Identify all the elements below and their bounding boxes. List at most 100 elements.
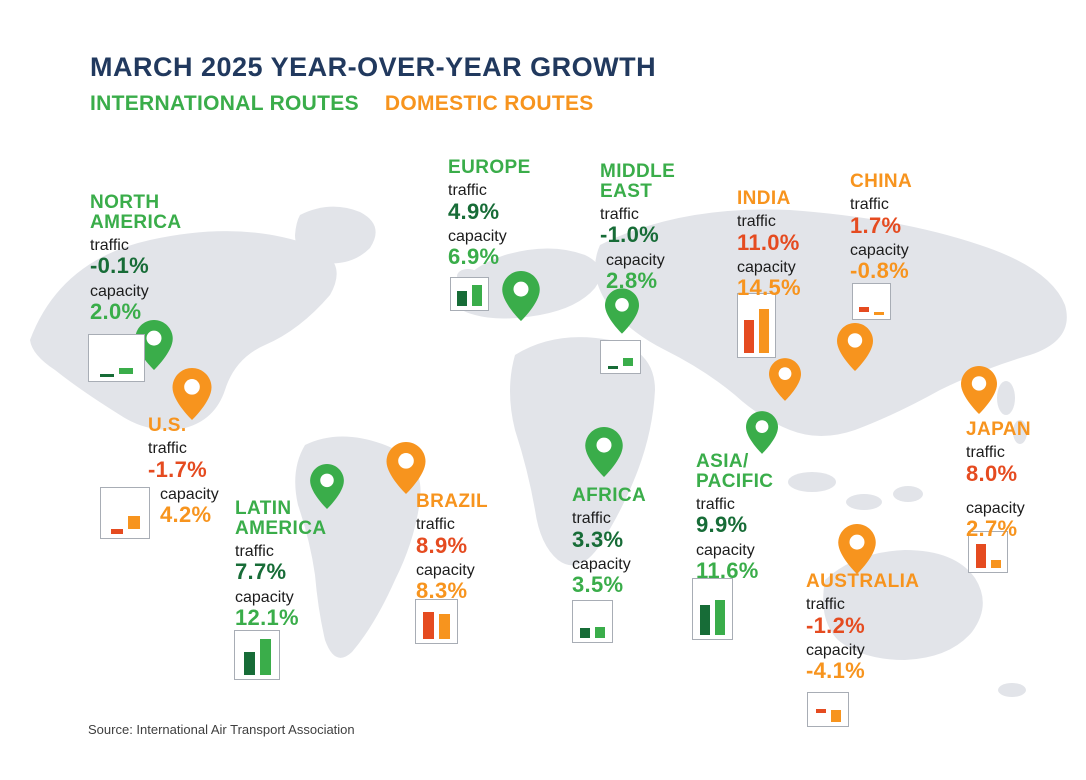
region-brazil: BRAZIL traffic 8.9% capacity 8.3% (416, 492, 556, 604)
region-title: LATIN AMERICA (235, 498, 327, 539)
capacity-bar (260, 639, 271, 675)
capacity-bar (128, 516, 140, 529)
traffic-label: traffic (966, 443, 1005, 461)
region-africa: AFRICA traffic 3.3% capacity 3.5% (572, 486, 712, 598)
traffic-label: traffic (148, 439, 187, 457)
traffic-label: traffic (572, 509, 611, 527)
capacity-value: 14.5% (737, 275, 801, 301)
legend: INTERNATIONAL ROUTES DOMESTIC ROUTES (90, 92, 656, 116)
source-attribution: Source: International Air Transport Asso… (88, 722, 355, 737)
region-title: U.S. (148, 415, 187, 436)
mini-bar-chart-us (100, 487, 150, 539)
traffic-value: 9.9% (696, 512, 748, 538)
mini-bar-chart-china (852, 283, 891, 320)
traffic-label: traffic (448, 181, 487, 199)
capacity-value: 2.7% (966, 516, 1018, 542)
map-pin-icon-japan (961, 366, 997, 414)
capacity-label: capacity (448, 227, 507, 245)
capacity-value: 2.0% (90, 299, 142, 325)
mini-bar-chart-north-america (88, 334, 145, 382)
capacity-bar (595, 627, 605, 638)
region-north-america: NORTH AMERICA traffic -0.1% capacity 2.0% (90, 193, 230, 324)
capacity-label: capacity (606, 251, 665, 269)
region-india: INDIA traffic 11.0% capacity 14.5% (737, 189, 877, 301)
region-us: U.S. traffic -1.7% capacity 4.2% (148, 416, 288, 528)
map-pin-icon-india (769, 358, 801, 401)
region-title: JAPAN (966, 419, 1031, 440)
capacity-value: 2.8% (606, 268, 658, 294)
traffic-value: 11.0% (737, 229, 800, 255)
region-china: CHINA traffic 1.7% capacity -0.8% (850, 172, 990, 284)
mini-bar-chart-australia (807, 692, 849, 727)
mini-bar-chart-japan (968, 531, 1008, 573)
map-pin-icon-africa (585, 427, 623, 477)
map-pin-icon-brazil (386, 442, 426, 494)
traffic-label: traffic (806, 595, 845, 613)
traffic-value: 7.7% (235, 559, 287, 585)
capacity-bar (439, 614, 450, 639)
traffic-label: traffic (235, 542, 274, 560)
traffic-value: 8.9% (416, 532, 468, 558)
map-pin-icon-us (172, 368, 212, 420)
mini-bar-chart-india (737, 293, 776, 358)
mini-bar-chart-asia-pacific (692, 578, 733, 640)
page-title: MARCH 2025 YEAR-OVER-YEAR GROWTH (90, 52, 657, 82)
traffic-label: traffic (600, 205, 639, 223)
traffic-bar (244, 652, 255, 675)
region-title: INDIA (737, 188, 791, 209)
traffic-value: -1.2% (806, 612, 865, 638)
region-latin-america: LATIN AMERICA traffic 7.7% capacity 12.1% (235, 499, 375, 630)
traffic-label: traffic (696, 495, 735, 513)
region-title: AFRICA (572, 485, 647, 506)
capacity-bar (715, 600, 725, 635)
capacity-bar (472, 285, 482, 306)
capacity-label: capacity (696, 541, 755, 559)
map-pin-icon-asia-pacific (746, 410, 778, 455)
map-pin-icon-australia (838, 524, 876, 574)
capacity-label: capacity (160, 485, 219, 503)
capacity-value: -0.8% (850, 258, 909, 284)
traffic-label: traffic (850, 195, 889, 213)
map-pin-icon-europe (502, 271, 540, 321)
traffic-bar (700, 605, 710, 635)
capacity-bar (831, 710, 841, 722)
header: MARCH 2025 YEAR-OVER-YEAR GROWTH INTERNA… (90, 52, 656, 116)
legend-domestic: DOMESTIC ROUTES (384, 92, 594, 115)
capacity-label: capacity (966, 499, 1025, 517)
region-title: AUSTRALIA (806, 571, 920, 592)
map-pin-icon-middle-east (605, 288, 639, 334)
mini-bar-chart-latin-america (234, 630, 280, 680)
region-title: EUROPE (448, 157, 531, 178)
capacity-bar (759, 309, 769, 353)
capacity-bar (874, 312, 884, 315)
traffic-bar (111, 529, 123, 534)
mini-bar-chart-africa (572, 600, 613, 643)
mini-bar-chart-europe (450, 277, 489, 311)
region-asia-pacific: ASIA/PACIFIC traffic 9.9% capacity 11.6% (696, 452, 836, 583)
traffic-label: traffic (90, 236, 129, 254)
region-title: CHINA (850, 171, 913, 192)
capacity-value: 4.2% (160, 502, 212, 528)
mini-bar-chart-middle-east (600, 340, 641, 374)
traffic-value: 1.7% (850, 212, 902, 238)
capacity-label: capacity (235, 588, 294, 606)
region-title: BRAZIL (416, 491, 489, 512)
region-title: MIDDLE EAST (600, 161, 676, 202)
traffic-label: traffic (416, 515, 455, 533)
capacity-value: -4.1% (806, 658, 865, 684)
capacity-bar (119, 368, 133, 374)
traffic-value: -1.0% (600, 222, 659, 248)
traffic-value: -1.7% (148, 456, 207, 482)
legend-international: INTERNATIONAL ROUTES (90, 92, 359, 115)
capacity-value: 8.3% (416, 578, 468, 604)
map-pin-icon-latin-america (310, 464, 344, 509)
mini-bar-chart-brazil (415, 599, 458, 644)
capacity-label: capacity (806, 641, 865, 659)
traffic-value: 4.9% (448, 198, 500, 224)
region-japan: JAPAN traffic 8.0% capacity 2.7% (966, 420, 1086, 542)
traffic-bar (859, 307, 869, 312)
traffic-value: 8.0% (966, 460, 1018, 486)
region-europe: EUROPE traffic 4.9% capacity 6.9% (448, 158, 588, 270)
region-title: NORTH AMERICA (90, 192, 182, 233)
